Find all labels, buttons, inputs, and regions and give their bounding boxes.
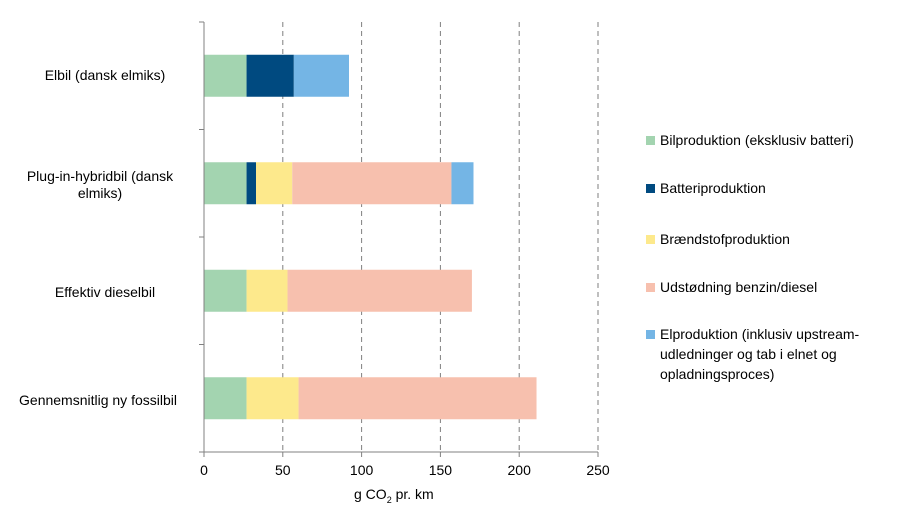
category-label-effektiv-diesel: Effektiv dieselbil [54, 284, 156, 300]
legend-swatch-braendstofproduktion [646, 235, 655, 244]
bars [204, 54, 537, 420]
bar-segment-c3-s0 [204, 377, 247, 420]
category-label-plugin-hybrid: Plug-in-hybridbil (dansk elmiks) [26, 168, 174, 201]
bar-segment-c1-s3 [292, 162, 452, 205]
bar-segment-c2-s3 [287, 269, 472, 312]
x-tick-labels: 0 50 100 150 200 250 [200, 462, 610, 478]
bar-segment-c2-s0 [204, 269, 247, 312]
bar-segment-c3-s3 [298, 377, 537, 420]
legend-swatch-batteriproduktion [646, 184, 655, 193]
x-tick-label-50: 50 [275, 462, 291, 478]
axes [199, 21, 599, 457]
legend-label: Bilproduktion (eksklusiv batteri) [660, 132, 854, 148]
bar-segment-c1-s1 [246, 162, 257, 205]
legend-swatch-udstoedning [646, 283, 655, 292]
bar-segment-c3-s2 [246, 377, 299, 420]
legend-label: Batteriproduktion [660, 180, 766, 196]
legend-swatch-elproduktion [646, 330, 655, 339]
bar-segment-c0-s0 [204, 54, 247, 97]
bar-segment-c0-s1 [246, 54, 294, 97]
legend-label: Elproduktion (inklusiv upstream-udlednin… [660, 326, 860, 382]
category-label-gennemsnitlig-fossil: Gennemsnitlig ny fossilbil [19, 392, 177, 408]
bar-segment-c1-s2 [256, 162, 293, 205]
bar-segment-c1-s0 [204, 162, 247, 205]
bar-segment-c2-s2 [246, 269, 288, 312]
x-tick-label-150: 150 [429, 462, 453, 478]
legend-swatch-bilproduktion [646, 136, 655, 145]
x-tick-label-200: 200 [508, 462, 532, 478]
legend-label: Udstødning benzin/diesel [660, 279, 818, 295]
category-label-elbil: Elbil (dansk elmiks) [44, 67, 166, 83]
x-tick-label-250: 250 [586, 462, 610, 478]
x-axis-label: g CO2 pr. km [354, 486, 434, 505]
x-tick-label-100: 100 [350, 462, 374, 478]
bar-segment-c1-s4 [451, 162, 474, 205]
bar-segment-c0-s4 [293, 54, 349, 97]
x-tick-label-0: 0 [200, 462, 208, 478]
legend-label: Brændstofproduktion [660, 231, 790, 247]
